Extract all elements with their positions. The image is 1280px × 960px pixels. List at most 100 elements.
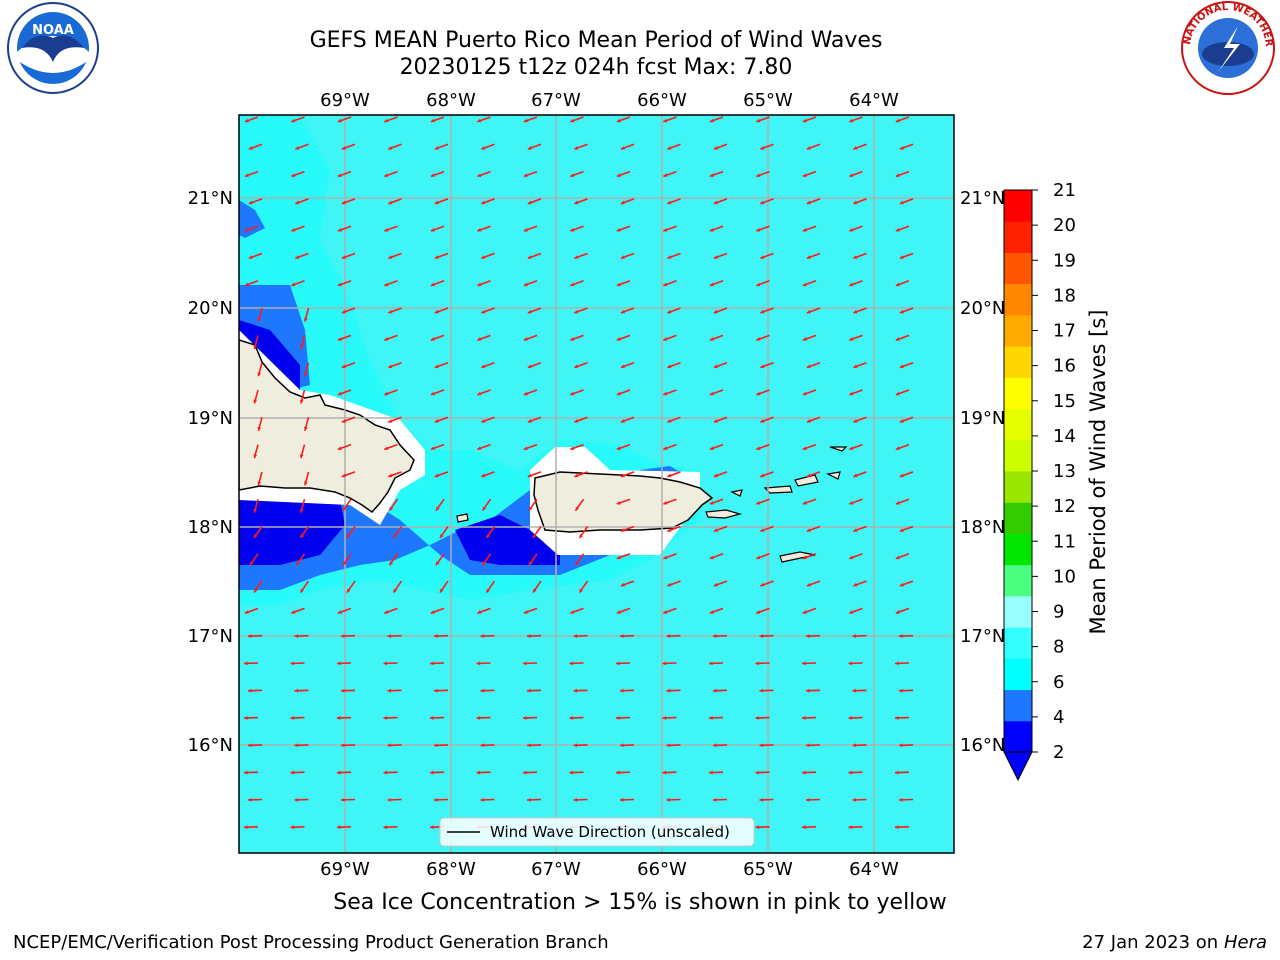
wave-direction-arrowhead	[434, 255, 439, 259]
wave-direction-arrowhead	[303, 481, 308, 486]
wave-direction-arrowhead	[434, 797, 438, 802]
wave-direction-arrowhead	[709, 282, 714, 287]
wave-direction-arrowhead	[663, 337, 668, 341]
wave-direction-arrowhead	[244, 173, 249, 177]
wave-direction-arrowhead	[477, 282, 482, 287]
wave-direction-arrowhead	[528, 561, 533, 566]
colorbar-segment	[1004, 658, 1032, 691]
wave-direction-arrowhead	[480, 634, 485, 638]
wave-direction-arrowhead	[620, 634, 624, 638]
wave-direction-arrowhead	[523, 173, 528, 177]
wave-direction-arrowhead	[387, 688, 392, 693]
wave-direction-arrowhead	[341, 473, 346, 478]
wave-direction-arrowhead	[383, 661, 388, 666]
wave-direction-arrowhead	[616, 282, 621, 287]
wave-direction-arrowhead	[899, 364, 904, 369]
wave-direction-arrowhead	[244, 610, 249, 614]
colorbar-tick-label: 15	[1053, 391, 1076, 412]
wave-direction-arrowhead	[341, 688, 345, 693]
wave-direction-arrowhead	[299, 508, 304, 513]
graticule	[239, 115, 954, 853]
wave-direction-arrowhead	[253, 345, 258, 349]
wave-direction-arrowhead	[434, 364, 439, 369]
wave-direction-arrowhead	[346, 533, 351, 538]
wave-direction-arrowhead	[853, 582, 858, 587]
lon-label-bottom: 68°W	[426, 859, 476, 880]
wave-direction-arrowhead	[848, 770, 853, 775]
wave-direction-arrowhead	[388, 146, 393, 150]
colorbar-tick-label: 17	[1053, 321, 1076, 342]
wave-direction-arrowhead	[481, 200, 486, 205]
wave-direction-arrowhead	[709, 500, 714, 505]
wave-direction-arrowhead	[895, 770, 899, 775]
wave-direction-arrowhead	[388, 255, 393, 259]
wave-direction-arrowhead	[760, 364, 765, 369]
wave-direction-arrowhead	[523, 610, 528, 614]
map-area	[239, 115, 954, 853]
lat-label-right: 21°N	[960, 188, 1005, 209]
wave-direction-arrowhead	[570, 610, 575, 614]
wave-direction-arrowhead	[439, 588, 444, 593]
wave-direction-arrowhead	[342, 561, 347, 566]
colorbar-segment	[1004, 595, 1032, 628]
wave-direction-arrowhead	[895, 446, 900, 450]
wave-direction-arrowhead	[620, 473, 625, 478]
wave-direction-arrowhead	[388, 419, 393, 423]
wave-direction-arrowhead	[849, 227, 854, 232]
wave-direction-arrowhead	[667, 255, 672, 259]
wave-direction-arrowhead	[300, 533, 305, 538]
wave-direction-arrowhead	[290, 825, 295, 830]
wave-direction-arrowhead	[527, 634, 531, 638]
wave-direction-arrowhead	[480, 688, 485, 693]
wave-direction-arrowhead	[853, 419, 858, 423]
wave-direction-arrowhead	[579, 533, 584, 538]
wave-direction-arrowhead	[570, 337, 575, 341]
wave-direction-arrowhead	[853, 309, 858, 314]
wave-direction-arrowhead	[532, 588, 537, 593]
wave-direction-arrowhead	[296, 561, 301, 566]
wave-direction-arrowhead	[291, 227, 296, 232]
wave-direction-arrowhead	[760, 473, 765, 478]
wave-direction-arrowhead	[299, 454, 304, 459]
wave-direction-arrowhead	[899, 309, 904, 314]
wave-direction-arrowhead	[295, 200, 300, 205]
wave-direction-arrowhead	[384, 446, 389, 450]
wave-direction-arrowhead	[290, 661, 295, 666]
wave-period-lt-2-south-west	[239, 500, 345, 565]
wave-direction-arrowhead	[253, 588, 258, 593]
wave-direction-arrowhead	[570, 227, 575, 232]
wave-direction-arrowhead	[895, 661, 899, 666]
wave-direction-arrowhead	[899, 255, 904, 259]
colorbar-segment	[1004, 190, 1032, 222]
wave-direction-arrowhead	[667, 582, 672, 587]
wave-direction-arrowhead	[257, 481, 262, 486]
wave-direction-arrowhead	[439, 533, 444, 538]
wave-direction-arrowhead	[895, 391, 900, 396]
wave-direction-arrowhead	[337, 825, 341, 830]
wave-direction-arrowhead	[574, 419, 579, 423]
wave-direction-arrowhead	[713, 743, 717, 748]
wave-direction-arrowhead	[257, 317, 262, 322]
wave-direction-arrowhead	[759, 634, 764, 638]
wave-direction-arrowhead	[291, 282, 296, 287]
wave-direction-arrowhead	[527, 688, 531, 693]
map-legend: Wind Wave Direction (unscaled)	[439, 817, 755, 847]
wave-direction-arrowhead	[616, 555, 621, 560]
wave-direction-arrowhead	[430, 227, 435, 232]
wave-direction-arrowhead	[895, 610, 900, 614]
right-lat-labels: 21°N 20°N 19°N 18°N 17°N 16°N	[960, 188, 1005, 756]
colorbar-tick-label: 20	[1053, 215, 1076, 236]
wave-direction-arrowhead	[806, 146, 811, 150]
wave-direction-arrowhead	[291, 173, 296, 177]
wave-direction-arrowhead	[663, 446, 668, 450]
wave-direction-arrowhead	[248, 743, 252, 748]
bottom-lon-labels: 69°W 68°W 67°W 66°W 65°W 64°W	[320, 859, 899, 880]
wave-direction-arrowhead	[523, 446, 528, 450]
colorbar-segment	[1004, 502, 1032, 534]
wave-direction-arrowhead	[756, 391, 761, 396]
lat-label-left: 20°N	[188, 298, 233, 319]
colorbar-tick-label: 13	[1053, 461, 1076, 482]
wave-direction-arrowhead	[616, 118, 621, 123]
colorbar-segment	[1004, 377, 1032, 410]
wave-direction-arrowhead	[430, 118, 435, 123]
